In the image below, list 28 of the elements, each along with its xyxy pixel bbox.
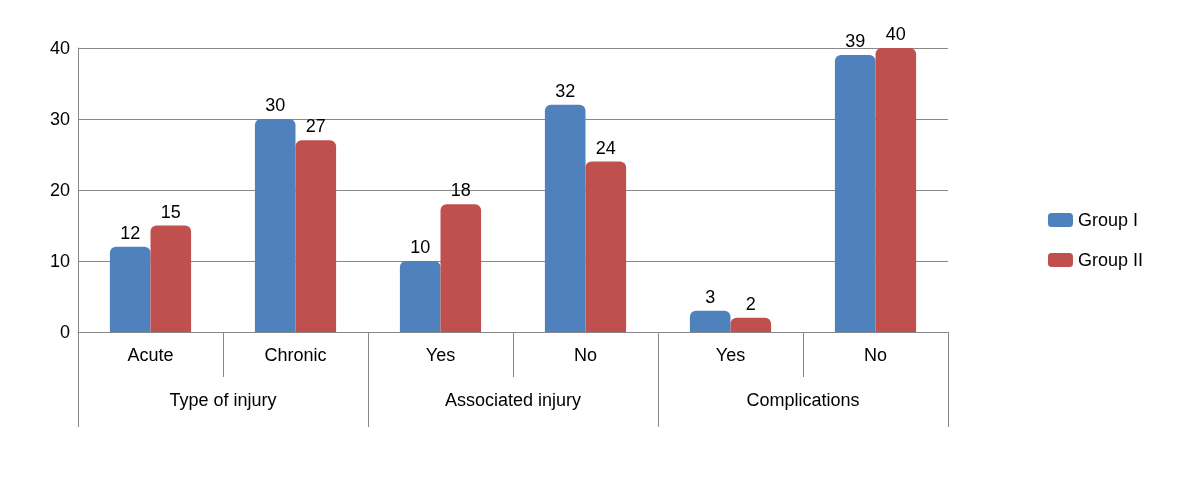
text: Type of injury xyxy=(169,390,277,410)
data-label: 3 xyxy=(705,286,716,307)
legend-label: Group II xyxy=(1077,250,1143,270)
data-label: 12 xyxy=(120,222,141,243)
text: Complications xyxy=(746,390,860,410)
text: Associated injury xyxy=(444,390,582,410)
y-tick-label: 0 xyxy=(59,322,70,342)
x-tick-label: Yes xyxy=(425,345,456,365)
data-label: 32 xyxy=(555,80,576,101)
x-tick-label: Acute xyxy=(127,345,174,365)
data-label: 18 xyxy=(450,180,471,201)
x-tick-label: No xyxy=(863,345,888,365)
data-label: 40 xyxy=(885,24,906,44)
x-tick-label: No xyxy=(573,345,598,365)
data-label: 2 xyxy=(745,293,756,314)
y-tick-label: 40 xyxy=(49,38,70,58)
data-label: 24 xyxy=(595,137,616,158)
data-label: 27 xyxy=(305,116,326,137)
x-tick-label: Chronic xyxy=(264,345,327,365)
data-label: 30 xyxy=(265,95,286,115)
y-tick-label: 20 xyxy=(49,180,70,200)
data-label: 10 xyxy=(410,237,431,257)
x-tick-label: Yes xyxy=(715,345,746,365)
data-label: 15 xyxy=(160,201,181,222)
legend-label: Group I xyxy=(1077,210,1138,230)
y-tick-label: 30 xyxy=(49,109,70,129)
data-label: 39 xyxy=(845,31,866,52)
y-tick-label: 10 xyxy=(49,251,70,271)
